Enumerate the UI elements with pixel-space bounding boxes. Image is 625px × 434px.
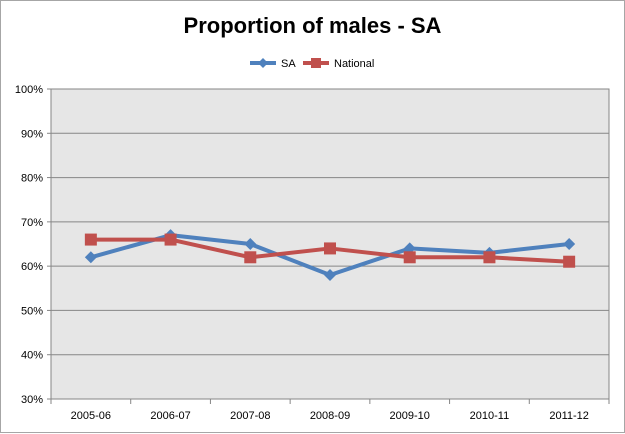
data-point-sa [244, 238, 257, 250]
x-tick-label: 2010-11 [470, 410, 510, 422]
y-tick-label: 50% [21, 305, 43, 317]
data-point-national [403, 251, 416, 264]
data-point-national [164, 233, 177, 246]
data-point-national [563, 255, 576, 268]
data-point-national [244, 251, 257, 264]
y-tick-label: 80% [21, 173, 43, 185]
x-tick-label: 2005-06 [71, 410, 111, 422]
data-point-sa [324, 269, 336, 281]
data-point-national [84, 233, 97, 246]
x-tick-label: 2011-12 [549, 410, 589, 422]
y-tick-label: 40% [21, 350, 43, 362]
legend-label-national: National [334, 58, 374, 70]
y-tick-label: 60% [21, 261, 43, 273]
data-point-sa [84, 251, 97, 264]
x-tick-label: 2009-10 [390, 410, 430, 422]
y-tick-label: 30% [21, 394, 43, 406]
legend-label-sa: SA [281, 58, 296, 70]
x-tick-label: 2007-08 [230, 410, 270, 422]
x-tick-label: 2008-09 [310, 410, 350, 422]
legend-marker-sa [258, 58, 268, 68]
y-tick-label: 70% [21, 217, 43, 229]
legend-marker-national [311, 58, 321, 68]
chart-title: Proportion of males - SA [183, 13, 442, 38]
y-tick-label: 90% [21, 128, 43, 140]
data-point-sa [563, 238, 576, 250]
data-point-national [483, 251, 496, 264]
data-point-national [324, 242, 336, 255]
y-tick-label: 100% [15, 84, 43, 96]
x-tick-label: 2006-07 [150, 410, 190, 422]
